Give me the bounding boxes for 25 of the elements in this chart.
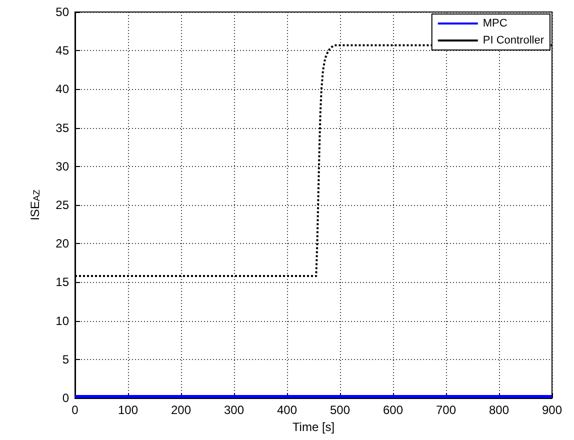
y-tick-label: 0 xyxy=(62,391,70,405)
x-tick-label: 0 xyxy=(72,403,79,417)
y-tick-label: 40 xyxy=(56,82,70,96)
x-tick-label: 700 xyxy=(436,403,456,417)
y-tick-label: 15 xyxy=(56,275,70,290)
y-tick-label: 10 xyxy=(56,314,70,328)
y-tick-label: 50 xyxy=(56,5,70,19)
x-tick-label: 100 xyxy=(118,403,138,417)
x-tick-label: 900 xyxy=(542,403,562,417)
x-tick-label: 600 xyxy=(382,403,404,417)
x-tick-label: 200 xyxy=(170,403,192,417)
y-tick-label: 35 xyxy=(56,120,70,135)
x-tick-label: 500 xyxy=(330,403,350,417)
x-axis-title: Time [s] xyxy=(292,420,335,434)
x-tick-label: 300 xyxy=(224,403,244,417)
y-tick-label: 25 xyxy=(56,198,70,212)
y-tick-label: 5 xyxy=(62,352,70,366)
x-tick-label: 400 xyxy=(276,403,298,417)
y-tick-label: 20 xyxy=(56,236,70,251)
y-tick-label: 30 xyxy=(56,159,70,174)
legend-label: PI Controller xyxy=(482,34,544,46)
y-axis-title: ISEAZ xyxy=(28,189,42,220)
legend-label: MPC xyxy=(482,18,508,30)
y-tick-label: 45 xyxy=(56,44,70,58)
x-tick-label: 800 xyxy=(488,403,510,417)
